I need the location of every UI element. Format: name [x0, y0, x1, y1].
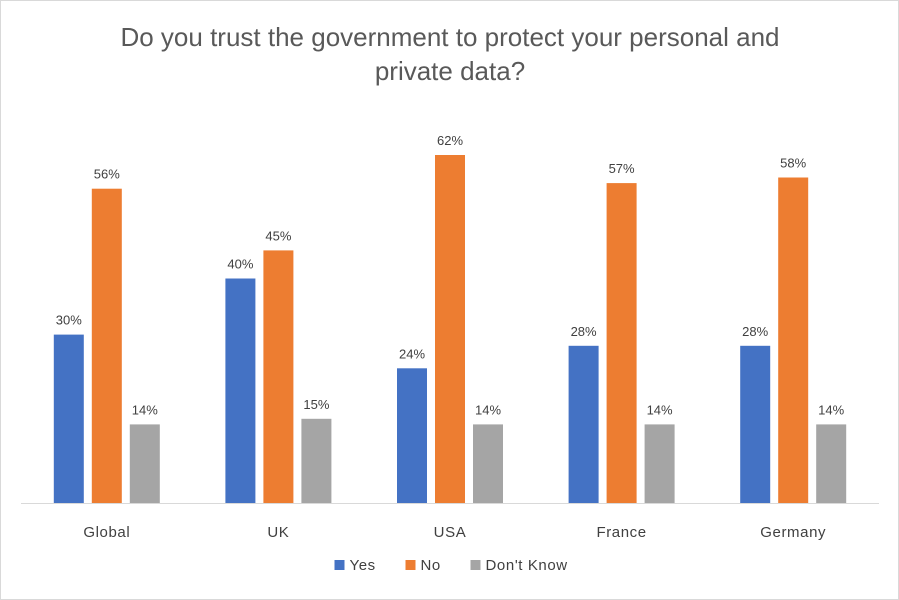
- category-label-germany: Germany: [760, 524, 826, 541]
- category-label-uk: UK: [267, 524, 289, 541]
- data-label-uk-don-t-know: 15%: [303, 397, 329, 412]
- data-label-uk-no: 45%: [265, 228, 291, 243]
- legend-swatch-yes: [334, 560, 345, 570]
- data-label-germany-don-t-know: 14%: [818, 402, 844, 417]
- chart-title-line-2: private data?: [375, 56, 525, 86]
- chart-title-line-1: Do you trust the government to protect y…: [120, 22, 779, 52]
- data-label-france-yes: 28%: [571, 324, 597, 339]
- bar-france-don-t-know: [644, 424, 675, 503]
- data-label-usa-no: 62%: [437, 133, 463, 148]
- bar-global-yes: [53, 334, 84, 503]
- bar-uk-don-t-know: [301, 418, 332, 503]
- bar-france-no: [606, 183, 637, 503]
- bar-uk-no: [263, 250, 294, 503]
- bar-global-no: [91, 188, 122, 503]
- bar-germany-no: [778, 177, 809, 503]
- data-label-germany-no: 58%: [780, 156, 806, 171]
- bar-usa-no: [435, 155, 465, 503]
- legend: Yes No Don't Know: [334, 557, 568, 574]
- data-label-uk-yes: 40%: [227, 257, 253, 272]
- bar-uk-yes: [225, 278, 256, 503]
- data-label-global-yes: 30%: [56, 313, 82, 328]
- category-labels-layer: Global UK USA France Germany: [83, 524, 826, 541]
- data-label-france-no: 57%: [609, 161, 635, 176]
- data-labels-layer: 30% 56% 14% 40% 45% 15% 24% 62% 14% 28% 57% 14% 28% 5…: [56, 133, 845, 417]
- data-label-usa-yes: 24%: [399, 346, 425, 361]
- bars-layer: [53, 155, 847, 503]
- legend-label-no: No: [421, 557, 441, 574]
- category-label-france: France: [596, 524, 646, 541]
- bar-usa-yes: [397, 368, 427, 503]
- data-label-global-no: 56%: [94, 167, 120, 182]
- category-label-usa: USA: [434, 524, 467, 541]
- legend-label-yes: Yes: [350, 557, 376, 574]
- bar-usa-don-t-know: [473, 424, 503, 503]
- legend-swatch-don-t-know: [470, 560, 481, 570]
- data-label-usa-don-t-know: 14%: [475, 402, 501, 417]
- legend-label-don-t-know: Don't Know: [486, 557, 568, 574]
- bar-germany-yes: [740, 345, 771, 503]
- bar-germany-don-t-know: [816, 424, 847, 503]
- data-label-germany-yes: 28%: [742, 324, 768, 339]
- bar-france-yes: [568, 345, 599, 503]
- data-label-global-don-t-know: 14%: [132, 402, 158, 417]
- data-label-france-don-t-know: 14%: [647, 402, 673, 417]
- legend-swatch-no: [405, 560, 416, 570]
- bar-global-don-t-know: [129, 424, 160, 503]
- category-label-global: Global: [83, 524, 130, 541]
